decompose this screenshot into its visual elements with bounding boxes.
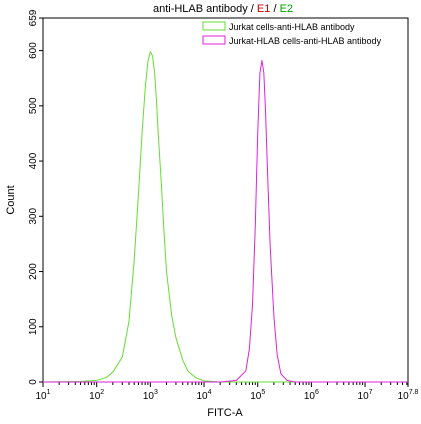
y-axis-label: Count [5, 185, 17, 214]
x-tick-label: 105 [250, 389, 265, 402]
x-tick-exponent: 7.8 [409, 389, 419, 396]
x-tick-base: 10 [89, 391, 101, 402]
x-tick-label: 107.8 [398, 389, 419, 402]
x-tick-exponent: 4 [208, 389, 212, 396]
x-tick-label: 101 [35, 389, 50, 402]
x-tick-base: 10 [197, 391, 209, 402]
y-axis: 0 100 200 300 400 500 600 659 [28, 9, 43, 385]
x-tick-exponent: 2 [100, 389, 104, 396]
y-tick-label: 300 [28, 208, 39, 225]
series-group [42, 51, 408, 383]
x-tick-base: 10 [304, 391, 316, 402]
x-tick-label: 107 [358, 389, 373, 402]
legend-swatch-1 [202, 21, 226, 31]
x-axis-label: FITC-A [207, 407, 243, 419]
title-part-2: E1 [257, 3, 270, 15]
y-tick-label: 200 [28, 263, 39, 280]
y-tick-label: 500 [28, 97, 39, 114]
title-part-1: / [248, 3, 257, 15]
plot-frame [42, 17, 409, 383]
y-tick-label: 0 [28, 379, 39, 385]
x-tick-base: 10 [358, 391, 370, 402]
x-tick-label: 104 [197, 389, 212, 402]
series-line-1 [42, 51, 408, 383]
chart-title: anti-HLAB antibody / E1 / E2 [153, 3, 293, 15]
x-tick-base: 10 [35, 391, 47, 402]
title-part-4: E2 [280, 3, 293, 15]
legend-label-2: Jurkat-HLAB cells-anti-HLAB antibody [229, 36, 382, 46]
legend-label-1: Jurkat cells-anti-HLAB antibody [229, 22, 355, 32]
title-part-0: anti-HLAB antibody [153, 3, 248, 15]
x-tick-base: 10 [250, 391, 262, 402]
x-tick-exponent: 7 [369, 389, 373, 396]
y-tick-label: 659 [28, 9, 39, 26]
x-tick-exponent: 6 [315, 389, 319, 396]
x-tick-exponent: 1 [47, 389, 51, 396]
legend: Jurkat cells-anti-HLAB antibody Jurkat-HL… [202, 21, 382, 46]
x-tick-exponent: 3 [154, 389, 158, 396]
x-tick-base: 10 [143, 391, 155, 402]
y-tick-label: 400 [28, 152, 39, 169]
y-tick-label: 600 [28, 42, 39, 59]
x-tick-label: 102 [89, 389, 104, 402]
legend-swatch-2 [202, 35, 226, 45]
x-tick-label: 103 [143, 389, 158, 402]
x-axis: 101 102 103 104 105 106 107 107.8 [35, 382, 419, 402]
x-tick-label: 106 [304, 389, 319, 402]
x-tick-base: 10 [398, 391, 410, 402]
title-part-3: / [270, 3, 279, 15]
series-line-2 [43, 60, 408, 383]
x-tick-exponent: 5 [261, 389, 265, 396]
y-tick-label: 100 [28, 318, 39, 335]
